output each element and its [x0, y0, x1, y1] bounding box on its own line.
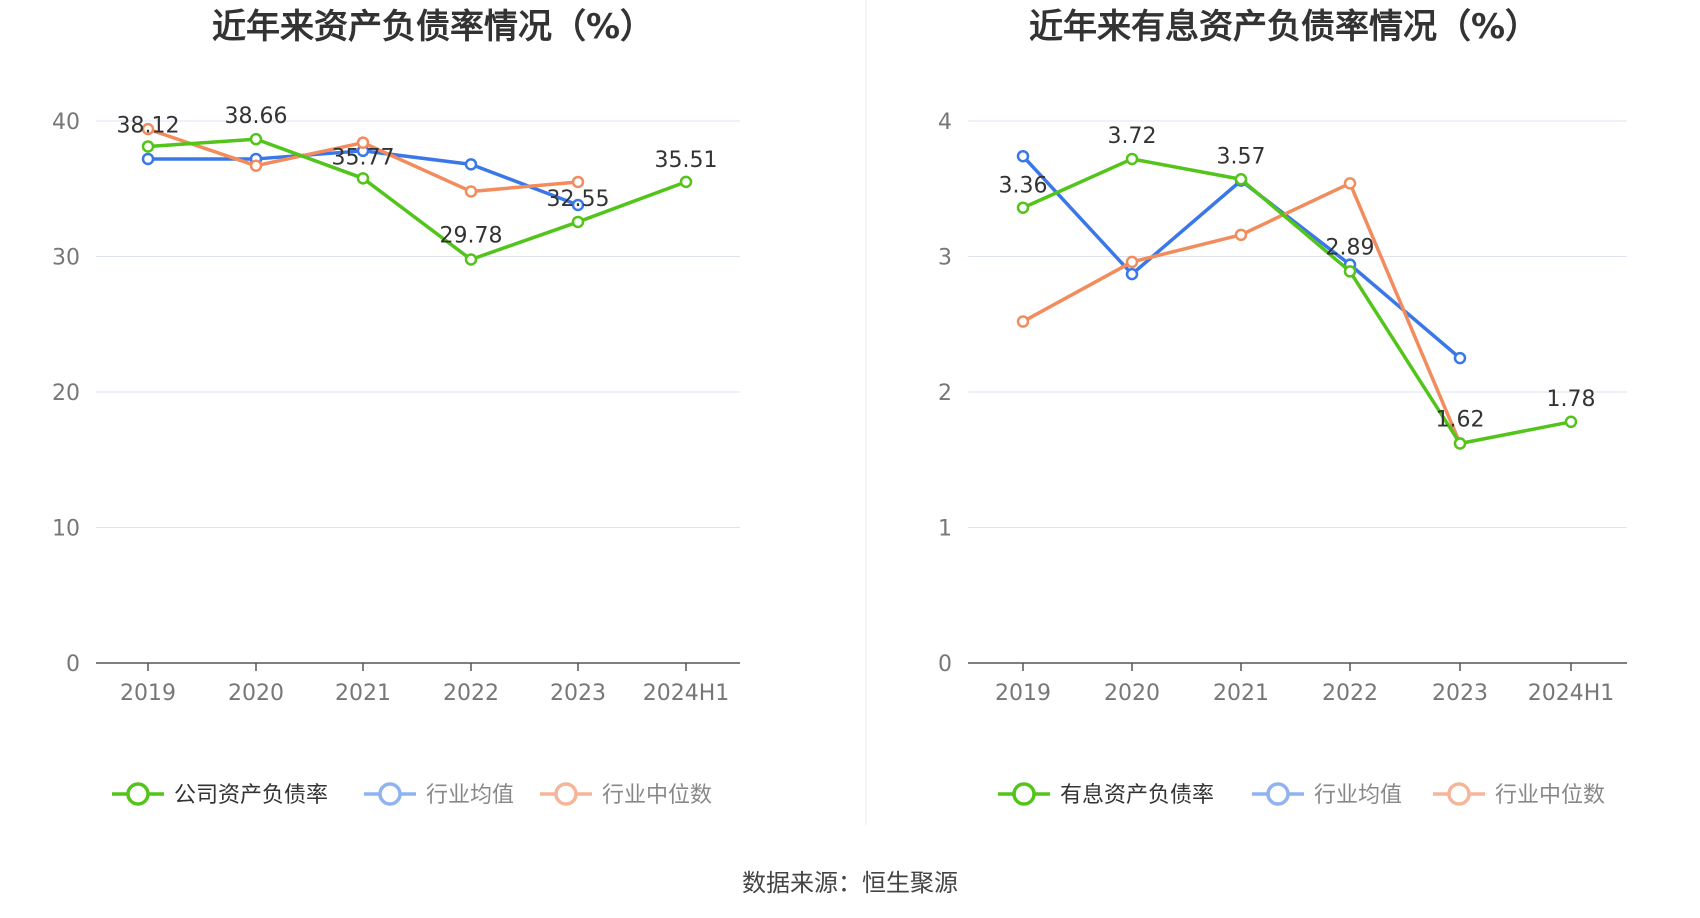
interest-debt-ratio-chart: 近年来有息资产负债率情况（%） 0 1 2 3 4 2019 2020 2021 2022 2023… — [938, 7, 1627, 808]
data-point[interactable] — [141, 152, 155, 166]
chart-title: 近年来资产负债率情况（%） — [212, 7, 654, 47]
x-tick-label: 2023 — [1432, 681, 1488, 706]
data-point[interactable] — [356, 172, 370, 185]
legend-marker — [1266, 782, 1290, 806]
y-tick-label: 20 — [52, 381, 80, 406]
legend-label: 公司资产负债率 — [174, 783, 328, 808]
data-point[interactable] — [1564, 415, 1578, 429]
y-tick-label: 4 — [938, 110, 952, 135]
x-tick-label: 2020 — [1104, 681, 1160, 706]
series-line-0 — [147, 137, 687, 262]
data-label: 32.55 — [547, 187, 610, 212]
y-tick-label: 2 — [938, 381, 952, 406]
series-line-2 — [1022, 181, 1462, 445]
data-point[interactable] — [1234, 173, 1248, 186]
legend-label: 有息资产负债率 — [1060, 783, 1214, 808]
data-point[interactable] — [1234, 228, 1248, 242]
legend-item-1[interactable]: 行业均值 — [1252, 782, 1402, 808]
y-tick-label: 1 — [938, 517, 952, 542]
debt-ratio-chart: 近年来资产负债率情况（%） 0 10 20 30 40 2019 2020 2021 2022 20… — [52, 7, 740, 808]
data-label: 3.57 — [1217, 144, 1266, 169]
data-label: 1.62 — [1436, 407, 1485, 432]
legend-label: 行业中位数 — [1495, 783, 1605, 808]
data-point[interactable] — [1125, 267, 1139, 281]
legend-item-2[interactable]: 行业中位数 — [1433, 782, 1605, 808]
legend-label: 行业均值 — [1314, 783, 1402, 808]
legend-marker — [378, 782, 402, 806]
x-tick-label: 2024H1 — [1528, 681, 1615, 706]
data-point[interactable] — [464, 185, 478, 198]
y-tick-label: 0 — [66, 652, 80, 677]
x-tick-label: 2020 — [228, 681, 284, 706]
data-point[interactable] — [141, 140, 155, 153]
data-point[interactable] — [464, 158, 478, 171]
x-tick-label: 2022 — [443, 681, 499, 706]
data-point[interactable] — [1343, 265, 1357, 278]
data-point[interactable] — [679, 175, 693, 189]
data-label: 29.78 — [440, 223, 503, 248]
y-tick-label: 10 — [52, 517, 80, 542]
data-point[interactable] — [1343, 177, 1357, 190]
legend-item-0[interactable]: 公司资产负债率 — [112, 782, 328, 808]
data-point[interactable] — [1016, 149, 1030, 163]
legend-marker — [126, 782, 150, 806]
data-label: 35.51 — [655, 148, 718, 173]
data-point[interactable] — [1016, 201, 1030, 214]
data-point[interactable] — [571, 215, 585, 229]
data-point[interactable] — [141, 122, 155, 136]
data-point[interactable] — [571, 198, 585, 212]
legend-label: 行业均值 — [426, 783, 514, 808]
data-point[interactable] — [1453, 437, 1467, 450]
data-point[interactable] — [1453, 351, 1467, 365]
data-label: 38.66 — [225, 104, 288, 129]
data-label: 3.36 — [999, 174, 1048, 199]
x-tick-label: 2021 — [1213, 681, 1269, 706]
data-point[interactable] — [1016, 315, 1030, 328]
data-label: 35.77 — [332, 145, 395, 170]
legend-label: 行业中位数 — [602, 783, 712, 808]
x-tick-label: 2019 — [120, 681, 176, 706]
data-point[interactable] — [571, 175, 585, 189]
x-tick-label: 2022 — [1322, 681, 1378, 706]
x-tick-label: 2021 — [335, 681, 391, 706]
y-tick-label: 30 — [52, 246, 80, 271]
legend-item-2[interactable]: 行业中位数 — [540, 782, 712, 808]
series-line-0 — [1022, 157, 1572, 446]
legend-marker — [1012, 782, 1036, 806]
legend-item-0[interactable]: 有息资产负债率 — [998, 782, 1214, 808]
data-label: 3.72 — [1108, 124, 1157, 149]
data-label: 2.89 — [1326, 235, 1375, 260]
data-point[interactable] — [249, 159, 263, 172]
y-tick-label: 0 — [938, 652, 952, 677]
legend-item-1[interactable]: 行业均值 — [364, 782, 514, 808]
data-label: 1.78 — [1547, 387, 1596, 412]
y-tick-label: 3 — [938, 246, 952, 271]
x-tick-label: 2023 — [550, 681, 606, 706]
legend-marker — [554, 782, 578, 806]
x-tick-label: 2024H1 — [643, 681, 730, 706]
data-source: 数据来源：恒生聚源 — [742, 869, 958, 897]
y-tick-label: 40 — [52, 110, 80, 135]
data-label: 38.12 — [117, 113, 180, 138]
data-point[interactable] — [464, 253, 478, 266]
data-point[interactable] — [1125, 152, 1139, 166]
legend-marker — [1447, 782, 1471, 806]
data-point[interactable] — [356, 136, 370, 149]
data-point[interactable] — [1125, 255, 1139, 269]
x-tick-label: 2019 — [995, 681, 1051, 706]
chart-title: 近年来有息资产负债率情况（%） — [1029, 7, 1539, 47]
data-point[interactable] — [249, 132, 263, 146]
